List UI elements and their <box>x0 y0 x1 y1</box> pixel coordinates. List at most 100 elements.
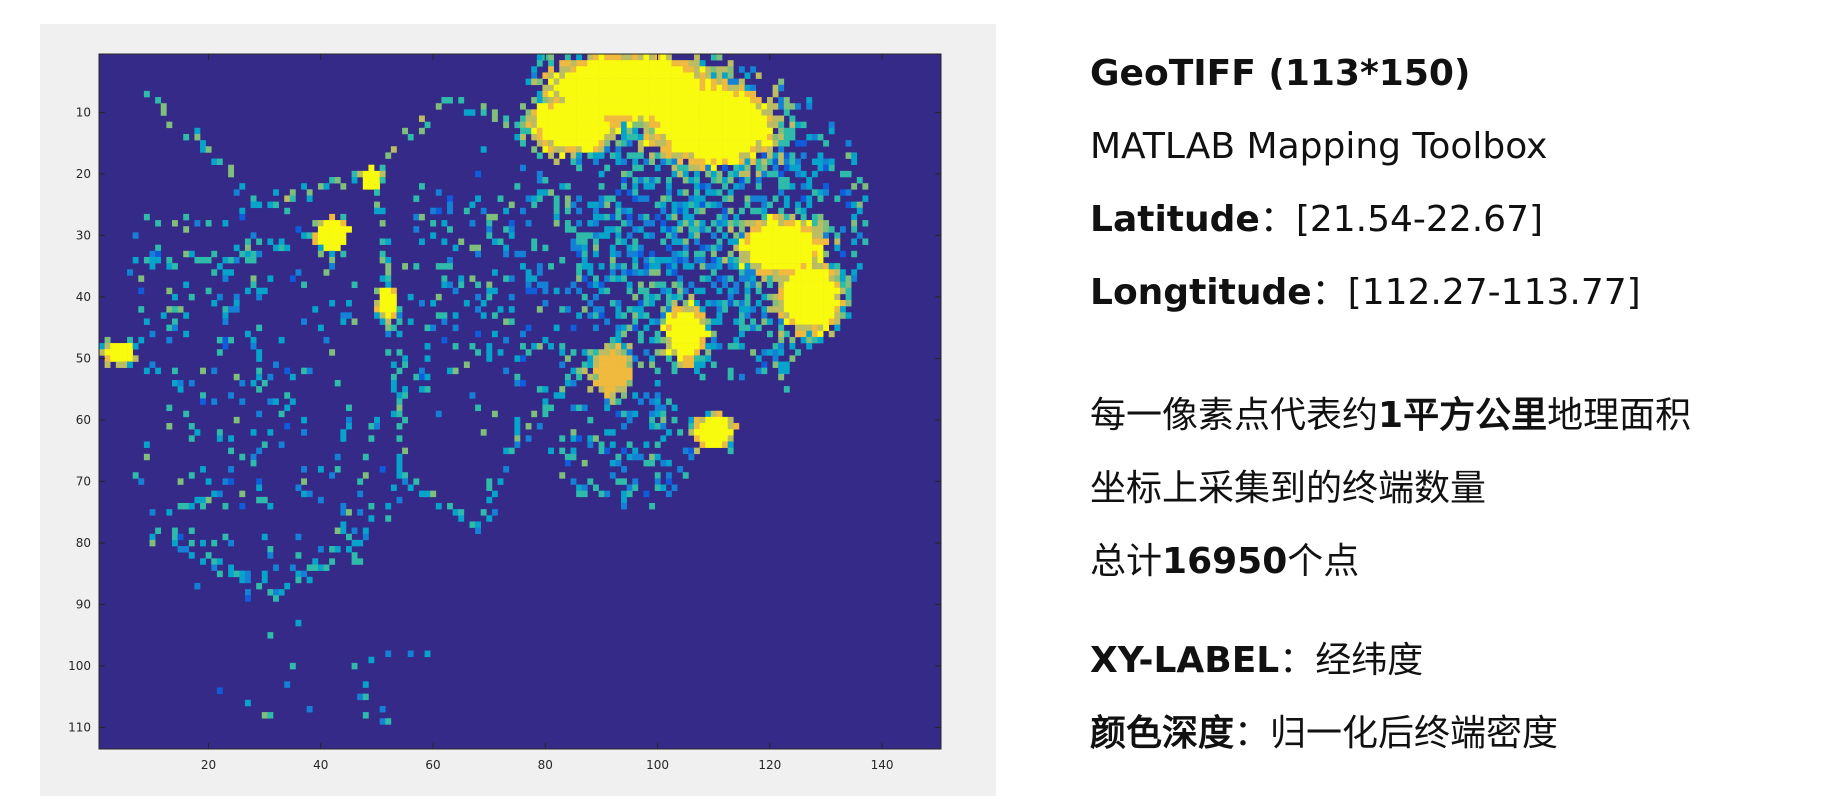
heatmap-cell <box>626 213 633 221</box>
heatmap-cell <box>733 281 740 289</box>
heatmap-cell <box>772 90 779 98</box>
heatmap-cell <box>536 54 543 61</box>
heatmap-cell <box>609 213 616 221</box>
heatmap-cell <box>581 349 588 356</box>
heatmap-cell <box>637 164 644 172</box>
y-tick-label: 60 <box>76 413 91 427</box>
heatmap-cell <box>592 373 599 381</box>
xy-value: 经纬度 <box>1315 640 1424 681</box>
heatmap-cell <box>143 90 150 98</box>
heatmap-cell <box>211 564 218 571</box>
heatmap-cell <box>542 146 549 153</box>
heatmap-cell <box>705 226 712 233</box>
heatmap-cell <box>710 72 717 79</box>
heatmap-cell <box>795 324 801 332</box>
heatmap-cell <box>817 269 824 276</box>
heatmap-cell <box>671 146 678 153</box>
heatmap-cell <box>553 84 560 92</box>
heatmap-cell <box>772 250 779 258</box>
heatmap-cell <box>688 416 695 424</box>
heatmap-cell <box>755 195 762 202</box>
heatmap-cell <box>250 453 257 461</box>
heatmap-cell <box>615 343 622 350</box>
heatmap-cell <box>649 133 656 141</box>
heatmap-cell <box>665 177 672 184</box>
heatmap-cell <box>699 250 706 258</box>
heatmap-cell <box>688 349 695 356</box>
heatmap-cell <box>699 164 706 172</box>
heatmap-cell <box>592 109 599 116</box>
heatmap-cell <box>677 355 684 362</box>
heatmap-cell <box>665 146 672 153</box>
heatmap-cell <box>637 195 644 202</box>
heatmap-cell <box>570 324 577 332</box>
heatmap-cell <box>755 220 762 227</box>
heatmap-cell <box>671 164 678 172</box>
heatmap-cell <box>250 195 257 202</box>
heatmap-cell <box>716 72 723 79</box>
heatmap-cell <box>834 300 841 307</box>
heatmap-cell <box>194 220 201 227</box>
heatmap-cell <box>716 306 723 313</box>
heatmap-cell <box>699 140 706 147</box>
heatmap-cell <box>694 343 700 350</box>
heatmap-cell <box>317 183 324 190</box>
heatmap-cell <box>772 103 779 110</box>
heatmap-cell <box>705 164 712 172</box>
heatmap-cell <box>553 220 560 227</box>
heatmap-cell <box>671 416 678 424</box>
heatmap-cell <box>390 287 397 295</box>
heatmap-cell <box>811 226 818 233</box>
heatmap-cell <box>609 386 616 393</box>
heatmap-cell <box>682 250 689 258</box>
heatmap-cell <box>261 379 268 387</box>
heatmap-cell <box>660 336 667 344</box>
heatmap-cell <box>149 533 156 541</box>
heatmap-cell <box>733 238 740 245</box>
heatmap-cell <box>626 84 633 92</box>
total-post: 个点 <box>1287 541 1360 582</box>
heatmap-cell <box>435 189 442 196</box>
heatmap-cell <box>649 66 656 73</box>
heatmap-cell <box>379 300 386 307</box>
heatmap-cell <box>188 379 195 387</box>
heatmap-cell <box>441 312 448 319</box>
heatmap-cell <box>694 306 700 313</box>
heatmap-cell <box>621 269 627 276</box>
heatmap-cell <box>211 300 218 307</box>
heatmap-cell <box>710 121 717 129</box>
heatmap-cell <box>301 478 307 485</box>
heatmap-cell <box>441 238 448 245</box>
heatmap-cell <box>362 453 369 461</box>
heatmap-cell <box>604 213 611 221</box>
heatmap-cell <box>694 318 700 325</box>
heatmap-cell <box>334 244 341 252</box>
heatmap-cell <box>127 355 133 362</box>
heatmap-cell <box>722 140 728 147</box>
heatmap-cell <box>609 300 616 307</box>
heatmap-cell <box>576 367 583 375</box>
heatmap-cell <box>682 263 689 270</box>
heatmap-cell <box>811 256 818 264</box>
heatmap-cell <box>811 306 818 313</box>
heatmap-cell <box>626 410 633 418</box>
heatmap-cell <box>525 281 532 289</box>
heatmap-cell <box>750 244 757 252</box>
heatmap-cell <box>660 281 667 289</box>
heatmap-cell <box>149 539 156 547</box>
heatmap-cell <box>233 293 240 301</box>
heatmap-cell <box>682 146 689 153</box>
heatmap-cell <box>649 158 656 166</box>
heatmap-cell <box>323 183 330 190</box>
heatmap-cell <box>514 373 521 381</box>
heatmap-cell <box>216 336 223 344</box>
heatmap-cell <box>744 324 751 332</box>
heatmap-cell <box>727 367 734 375</box>
heatmap-cell <box>626 453 633 461</box>
heatmap-cell <box>256 410 263 418</box>
heatmap-cell <box>200 398 206 405</box>
heatmap-cell <box>677 189 684 196</box>
heatmap-cell <box>682 213 689 221</box>
heatmap-cell <box>374 416 380 424</box>
heatmap-cell <box>660 435 667 442</box>
